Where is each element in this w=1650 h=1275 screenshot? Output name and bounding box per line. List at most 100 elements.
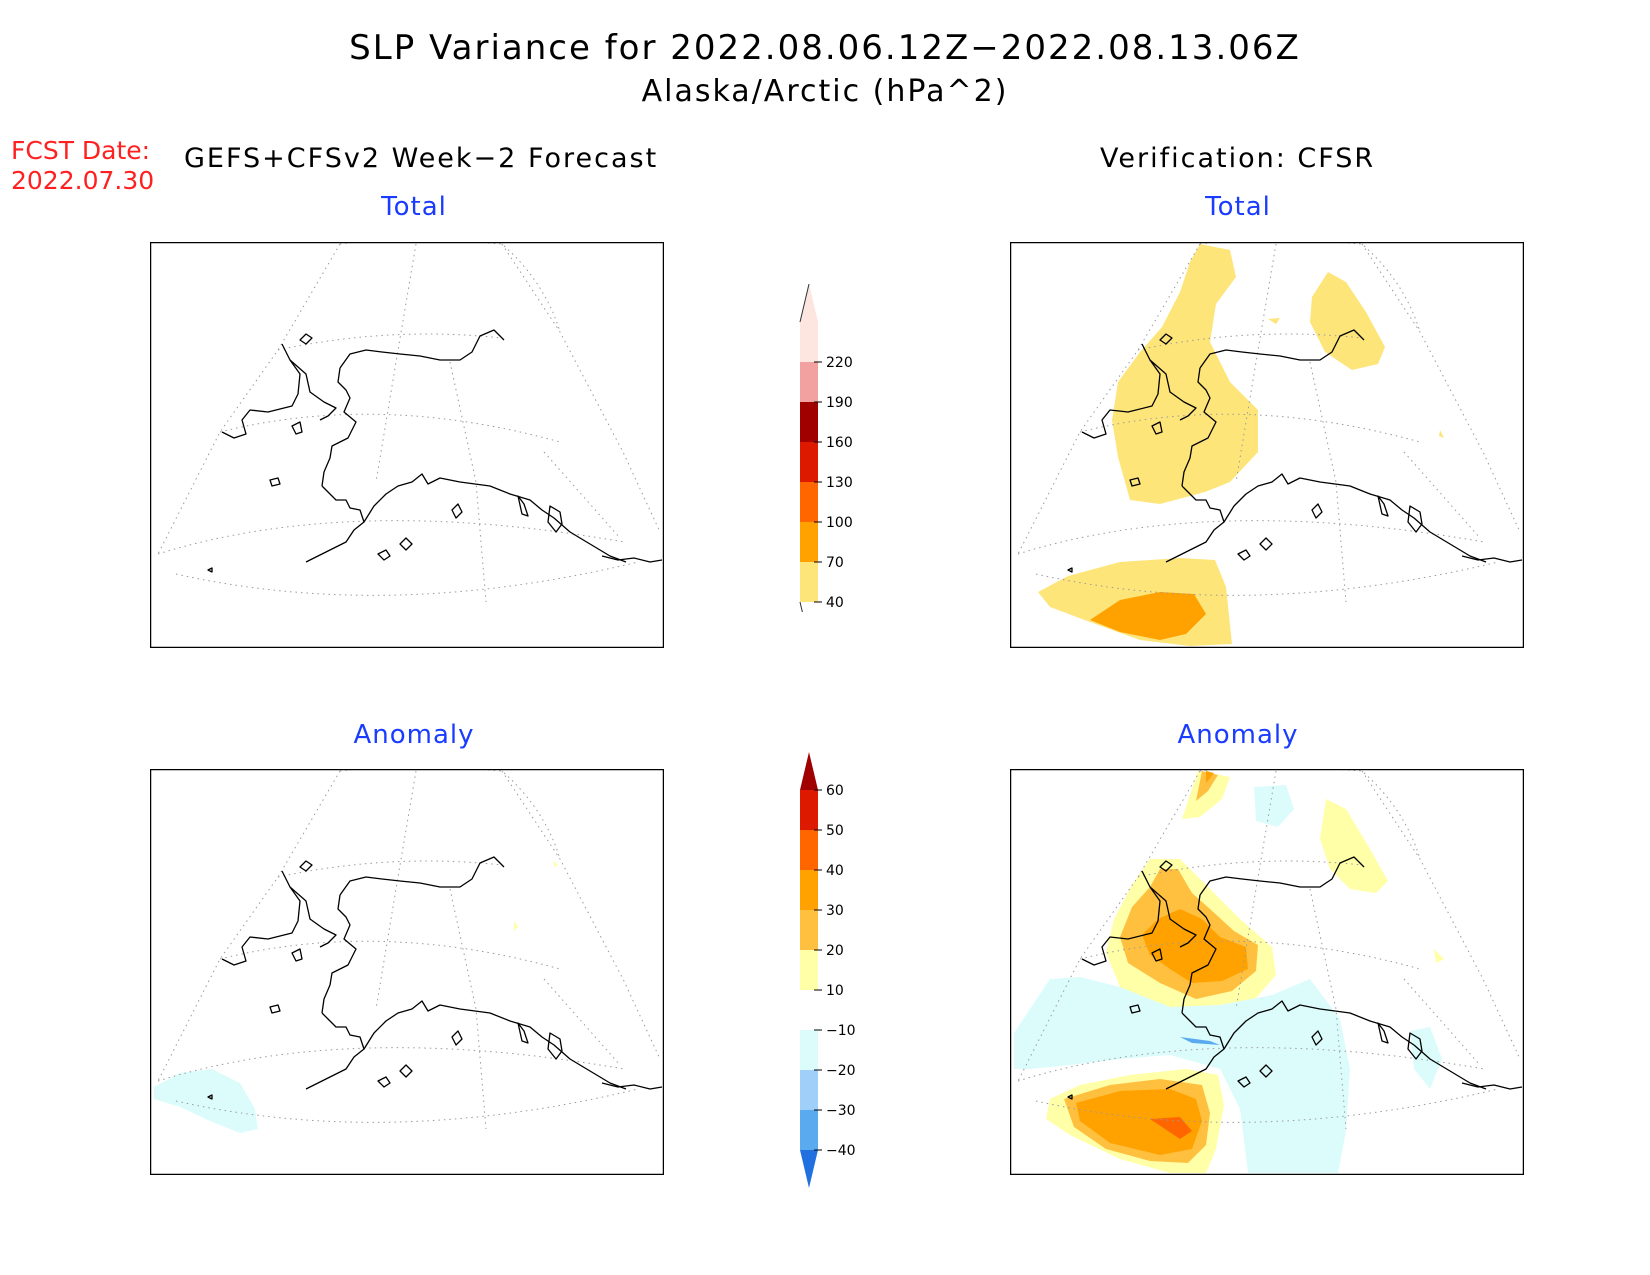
colorbar-tick-label: −30 (826, 1103, 856, 1119)
graticule-line (157, 520, 625, 555)
colorbar-box (800, 562, 818, 602)
shade-neg-blob-top (1254, 785, 1294, 827)
anomaly-shading (1014, 771, 1444, 1173)
colorbar-tick-label: 130 (826, 475, 853, 491)
coastline-segment (269, 477, 281, 487)
colorbar-arrow-top (800, 752, 818, 790)
colorbar-tick-label: 160 (826, 435, 853, 451)
coastline-segment (1129, 477, 1141, 487)
coastline-segment (1407, 1032, 1423, 1060)
colorbar-tick-label: 190 (826, 395, 853, 411)
coastline-segment (1199, 329, 1365, 369)
colorbar-box (800, 910, 818, 950)
colorbar-tick-label: −10 (826, 1023, 856, 1039)
colorbar-tick-label: 50 (826, 823, 844, 839)
colorbar-box (800, 522, 818, 562)
coastline-segment (1067, 1094, 1073, 1100)
coastline-segment (291, 948, 303, 962)
verification-heading: Verification: CFSR (1100, 143, 1376, 174)
verification-total-map (1010, 242, 1524, 648)
colorbar-box (800, 1030, 818, 1070)
coastline-segment (269, 1004, 281, 1014)
graticule-line (1235, 243, 1277, 483)
graticule-line (1079, 940, 1421, 970)
coastline-segment (339, 329, 505, 369)
coastline-segment (1151, 948, 1163, 962)
coastline-segment (289, 886, 337, 948)
graticule-line (339, 242, 561, 333)
coastline-segment (321, 894, 357, 1014)
coastline-segment (299, 333, 313, 345)
colorbar-box (800, 950, 818, 990)
map-frame (1010, 242, 1524, 648)
forecast-total-title: Total (381, 192, 447, 222)
verification-anomaly-title: Anomaly (1177, 720, 1299, 750)
coastline-segment (451, 503, 463, 519)
coastline-segment (207, 567, 213, 573)
forecast-anomaly-title: Anomaly (353, 720, 475, 750)
shade-20-30-top (1196, 771, 1218, 801)
shade-30-40-north (1142, 909, 1248, 983)
graticule-line (277, 860, 503, 878)
colorbar-tick-label: 220 (826, 355, 853, 371)
shade-40-50-south (1150, 1117, 1192, 1139)
coastline-segment (299, 860, 313, 872)
coastline-segment (1149, 886, 1197, 948)
coastline-segment (547, 505, 563, 533)
shade-40-70-small (1268, 318, 1280, 324)
shade-10-20-ne (1320, 799, 1388, 893)
coastline (1067, 856, 1523, 1100)
shade-30-40-top (1206, 771, 1214, 783)
graticule-line (1017, 520, 1485, 555)
graticule-line (157, 770, 341, 1082)
graticule-line (277, 333, 503, 351)
colorbar-total: 220 190 160 130 100 70 40 (790, 282, 870, 641)
graticule-line (543, 451, 621, 539)
map-frame (1010, 769, 1524, 1175)
graticule-line (501, 770, 661, 1060)
graticule-line (339, 769, 561, 860)
shade-10-20-top (1182, 771, 1230, 819)
coastline-segment (1149, 359, 1197, 421)
coastline-segment (601, 1082, 663, 1090)
colorbar-box (800, 1110, 818, 1150)
graticule-line (1199, 769, 1421, 860)
colorbar-tick-label: −40 (826, 1143, 856, 1159)
coastline-segment (1129, 1004, 1141, 1014)
coastline-segment (221, 343, 301, 439)
graticule-line (449, 361, 487, 603)
coastline-segment (1181, 894, 1217, 1014)
map-title: SLP Variance for 2022.08.06.12Z−2022.08.… (349, 28, 1301, 68)
coastline-segment (305, 1012, 365, 1090)
coastline-segment (1199, 856, 1365, 896)
coastline (1067, 329, 1523, 573)
graticule-line (175, 561, 639, 596)
colorbar-box (800, 990, 818, 1030)
colorbar-tick-label: 70 (826, 555, 844, 571)
forecast-anomaly-map (150, 769, 664, 1175)
fcst-date-value: 2022.07.30 (11, 166, 155, 195)
forecast-heading: GEFS+CFSv2 Week−2 Forecast (184, 143, 659, 174)
coastline-segment (1223, 473, 1487, 563)
coastline-segment (1237, 549, 1251, 561)
colorbar-box (800, 790, 818, 830)
graticule-line (449, 888, 487, 1130)
verification-anomaly-map (1010, 769, 1524, 1175)
colorbar-anomaly: 60 50 40 30 20 10 −10 −20 −30 −40 (790, 750, 870, 1204)
coastline (207, 329, 663, 573)
anomaly-shading (154, 861, 558, 1133)
colorbar-box (800, 482, 818, 522)
colorbar-tick-label: 30 (826, 903, 844, 919)
graticule (157, 769, 661, 1130)
coastline-segment (363, 473, 627, 563)
coastline-segment (399, 1064, 413, 1078)
shade-neg10-neg20-se (1410, 1027, 1442, 1089)
coastline-segment (363, 1000, 627, 1090)
colorbar-tick-label: 100 (826, 515, 853, 531)
map-frame (150, 769, 664, 1175)
coastline-segment (1311, 1030, 1323, 1046)
shade-10-20-dot2 (554, 861, 558, 867)
coastline-segment (1237, 1076, 1251, 1088)
coastline-segment (1223, 1000, 1487, 1090)
coastline (207, 856, 663, 1100)
